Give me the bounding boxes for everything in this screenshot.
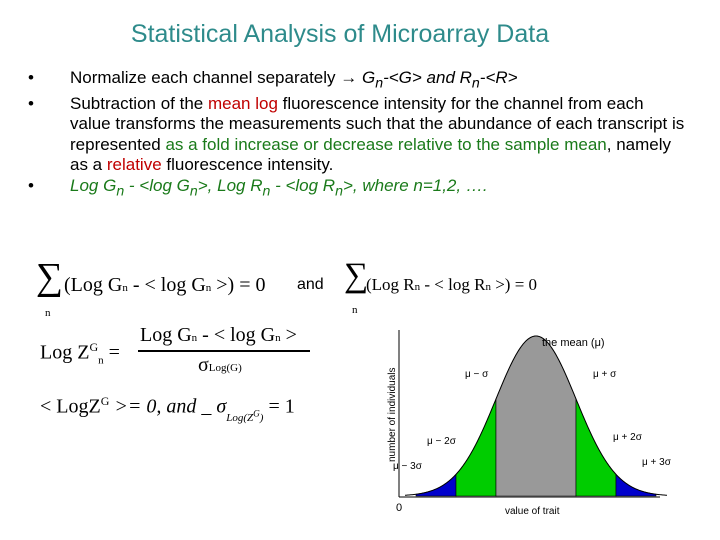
bell-curve	[404, 335, 668, 496]
highlight-mean-log: mean log	[207, 93, 278, 113]
log-formula-text: Log Gn - <log Gn>, Log Rn - <log Rn>, wh…	[70, 175, 488, 200]
bullet-dot: •	[28, 175, 34, 195]
band-within-1-sigma	[495, 335, 577, 497]
mean-label: the mean (μ)	[542, 337, 605, 349]
bullet-list: • Normalize each channel separately → Gn…	[28, 68, 688, 202]
sum-symbol: ∑	[36, 256, 64, 298]
distribution-bands	[415, 335, 657, 497]
bullet-dot: •	[28, 68, 34, 87]
y-axis-label: number of individuals	[387, 368, 398, 463]
label-mu-minus-3sigma: μ − 3σ	[393, 461, 423, 472]
equation-z-score: Log ZGn = Log Gn - < log Gn > σLog(G)	[40, 320, 330, 380]
label-mu-minus-sigma: μ − σ	[465, 369, 489, 380]
normal-distribution-figure: number of individuals value of trait 0 t…	[387, 330, 672, 517]
bullet-item-subtraction: • Subtraction of the mean log fluorescen…	[28, 94, 688, 176]
label-mu-plus-2sigma: μ + 2σ	[613, 432, 643, 443]
and-label: and	[297, 276, 324, 293]
equation-z-mean: < LogZG >= 0, and _ σLog(ZG) = 1	[40, 394, 295, 424]
bullet-text: Normalize each channel separately	[70, 68, 341, 87]
label-mu-plus-sigma: μ + σ	[593, 369, 617, 380]
slide-title: Statistical Analysis of Microarray Data	[130, 20, 550, 48]
bullet-item-normalize: • Normalize each channel separately → Gn…	[28, 68, 688, 94]
bullet-text: Subtraction of the mean log fluorescence…	[70, 93, 685, 175]
sum-symbol: ∑	[344, 257, 369, 294]
bullet-dot: •	[28, 93, 34, 113]
highlight-relative: relative	[106, 155, 162, 175]
fraction-line	[138, 350, 310, 352]
x-axis-label: value of trait	[505, 506, 560, 517]
label-mu-minus-2sigma: μ − 2σ	[427, 436, 457, 447]
origin-label: 0	[396, 502, 402, 514]
bullet-item-log-formula: • Log Gn - <log Gn>, Log Rn - <log Rn>, …	[28, 176, 688, 202]
label-mu-plus-3sigma: μ + 3σ	[642, 457, 672, 468]
highlight-fold-change: as a fold increase or decrease relative …	[165, 134, 607, 154]
channel-g-formula: Gn-<G> and Rn-<R>	[357, 68, 518, 92]
arrow-icon: →	[340, 68, 358, 87]
